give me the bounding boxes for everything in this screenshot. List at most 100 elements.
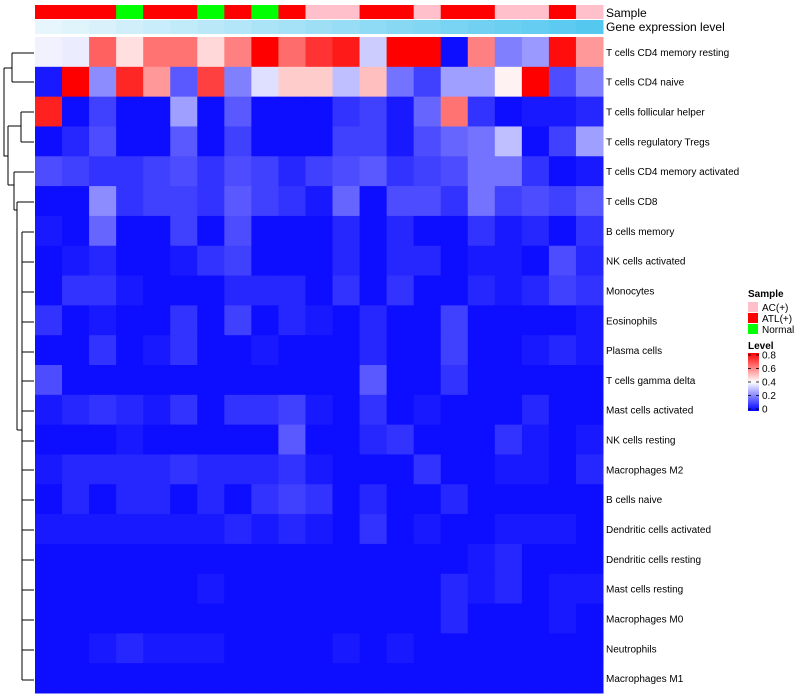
- legend-sample-swatch: [748, 302, 758, 312]
- heatmap-cells: [35, 37, 604, 694]
- heatmap-cell: [278, 156, 306, 187]
- heatmap-cell: [89, 66, 117, 98]
- heatmap-cell: [467, 156, 496, 187]
- heatmap-cell: [332, 156, 361, 187]
- heatmap-cell: [494, 424, 523, 455]
- heatmap-cell: [62, 215, 90, 247]
- heatmap-cell: [548, 305, 577, 336]
- heatmap-cell: [575, 245, 604, 277]
- heatmap-cell: [494, 245, 523, 277]
- heatmap-cell: [575, 663, 604, 694]
- heatmap-cell: [413, 484, 442, 515]
- heatmap-cell: [170, 305, 198, 336]
- heatmap-cell: [575, 573, 604, 605]
- heatmap-cell: [89, 633, 117, 664]
- legend-level-title: Level: [748, 341, 774, 352]
- heatmap-cell: [521, 543, 550, 575]
- heatmap-cell: [89, 603, 117, 634]
- heatmap-cell: [143, 126, 171, 157]
- heatmap-cell: [521, 275, 550, 306]
- heatmap-cell: [170, 394, 198, 426]
- legend-sample-label: ATL(+): [762, 314, 792, 325]
- heatmap-cell: [143, 365, 171, 396]
- heatmap-cell: [170, 573, 198, 605]
- heatmap-cell: [440, 37, 469, 68]
- heatmap-cell: [62, 275, 90, 306]
- heatmap-cell: [278, 245, 306, 277]
- heatmap-cell: [197, 484, 225, 515]
- heatmap-cell: [143, 305, 171, 336]
- heatmap-cell: [305, 603, 334, 634]
- heatmap-cell: [89, 365, 117, 396]
- legend-level-colorbar: [748, 353, 759, 411]
- heatmap-cell: [116, 275, 144, 306]
- heatmap-cell: [143, 37, 171, 68]
- row-label: Eosinophils: [606, 316, 657, 327]
- heatmap-cell: [575, 186, 604, 217]
- heatmap-cell: [35, 573, 63, 605]
- heatmap-cell: [116, 215, 144, 247]
- heatmap-cell: [251, 454, 279, 485]
- heatmap-cell: [521, 335, 550, 366]
- heatmap-cell: [332, 633, 361, 664]
- heatmap-cell: [35, 126, 63, 157]
- heatmap-cell: [170, 66, 198, 98]
- heatmap-cell: [278, 543, 306, 575]
- heatmap-cell: [521, 514, 550, 545]
- heatmap-cell: [116, 335, 144, 366]
- heatmap-cell: [62, 66, 90, 98]
- heatmap-cell: [575, 514, 604, 545]
- heatmap-cell: [116, 156, 144, 187]
- row-label: Dendritic cells resting: [606, 555, 701, 566]
- heatmap-cell: [494, 365, 523, 396]
- heatmap-cell: [224, 245, 252, 277]
- heatmap-cell: [224, 156, 252, 187]
- heatmap-cell: [494, 335, 523, 366]
- heatmap-cell: [197, 275, 225, 306]
- heatmap-cell: [170, 275, 198, 306]
- heatmap-cell: [386, 573, 415, 605]
- heatmap-cell: [116, 663, 144, 694]
- heatmap-cell: [494, 603, 523, 634]
- heatmap-cell: [494, 484, 523, 515]
- heatmap-cell: [521, 573, 550, 605]
- heatmap-cell: [548, 215, 577, 247]
- heatmap-cell: [521, 66, 550, 98]
- heatmap-cell: [35, 633, 63, 664]
- heatmap-cell: [62, 603, 90, 634]
- row-label: T cells gamma delta: [606, 376, 696, 387]
- heatmap-cell: [251, 335, 279, 366]
- heatmap-cell: [359, 663, 388, 694]
- heatmap-cell: [359, 514, 388, 545]
- heatmap-cell: [224, 365, 252, 396]
- heatmap-cell: [116, 573, 144, 605]
- sample-annotation-cell: [89, 5, 117, 19]
- heatmap-cell: [467, 365, 496, 396]
- row-label: T cells CD8: [606, 197, 658, 208]
- heatmap-cell: [386, 305, 415, 336]
- heatmap-cell: [413, 126, 442, 157]
- row-label: Neutrophils: [606, 644, 657, 655]
- heatmap-cell: [224, 454, 252, 485]
- legend-level-tick-label: 0: [762, 405, 768, 416]
- annotation-label-expression: Gene expression level: [606, 20, 725, 34]
- heatmap-cell: [35, 603, 63, 634]
- heatmap-cell: [224, 37, 252, 68]
- row-dendrogram: [3, 52, 34, 681]
- heatmap-cell: [305, 573, 334, 605]
- heatmap-cell: [359, 394, 388, 426]
- expression-annotation-cell: [440, 20, 469, 34]
- heatmap-cell: [89, 156, 117, 187]
- legend-sample-swatch: [748, 324, 758, 334]
- heatmap-cell: [494, 126, 523, 157]
- heatmap-cell: [521, 126, 550, 157]
- heatmap-cell: [89, 215, 117, 247]
- heatmap-cell: [170, 484, 198, 515]
- heatmap-cell: [62, 543, 90, 575]
- sample-annotation-cell: [224, 5, 252, 19]
- expression-annotation-cell: [494, 20, 523, 34]
- legend-sample-label: AC(+): [762, 303, 788, 314]
- heatmap-cell: [305, 37, 334, 68]
- heatmap-cell: [521, 633, 550, 664]
- heatmap-cell: [521, 424, 550, 455]
